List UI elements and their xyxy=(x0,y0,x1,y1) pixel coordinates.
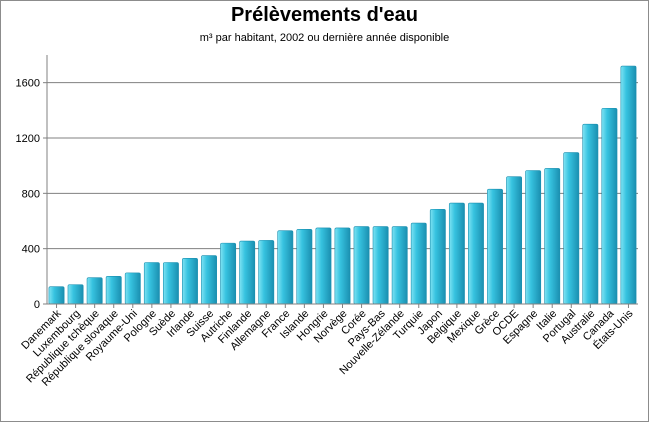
bar-27 xyxy=(563,152,580,305)
bar-10 xyxy=(239,240,256,305)
bar-11 xyxy=(258,240,275,305)
chart-title: Prélèvements d'eau xyxy=(230,4,419,26)
bar-25 xyxy=(525,170,542,305)
bar-13 xyxy=(296,229,313,305)
bar-18 xyxy=(391,226,408,305)
bar-24 xyxy=(506,176,523,305)
bar-6 xyxy=(162,262,179,305)
bar-28 xyxy=(582,123,599,305)
bar-19 xyxy=(410,222,427,305)
bar-14 xyxy=(315,227,332,305)
bar-7 xyxy=(182,258,198,305)
bar-17 xyxy=(372,226,389,305)
y-tick-label: 1200 xyxy=(16,133,40,145)
y-tick-label: 0 xyxy=(34,299,40,311)
bar-0 xyxy=(48,286,65,305)
bar-12 xyxy=(277,230,294,305)
bar-15 xyxy=(334,227,351,305)
bar-2 xyxy=(86,277,103,305)
bar-9 xyxy=(220,242,237,305)
bar-22 xyxy=(468,202,484,305)
y-tick-label: 800 xyxy=(22,188,40,200)
bar-21 xyxy=(448,202,465,305)
y-tick-label: 1600 xyxy=(16,78,40,90)
bar-16 xyxy=(353,226,370,305)
bar-20 xyxy=(429,208,446,305)
bar-29 xyxy=(601,107,618,305)
bar-5 xyxy=(143,262,160,305)
bar-4 xyxy=(124,272,141,305)
bar-3 xyxy=(105,276,122,305)
bar-23 xyxy=(487,188,503,305)
bar-8 xyxy=(201,255,217,305)
bar-30 xyxy=(620,65,637,305)
y-tick-label: 400 xyxy=(22,244,40,256)
bar-26 xyxy=(544,168,561,305)
chart-subtitle: m³ par habitant, 2002 ou dernière année … xyxy=(199,32,450,44)
bar-1 xyxy=(67,284,84,305)
